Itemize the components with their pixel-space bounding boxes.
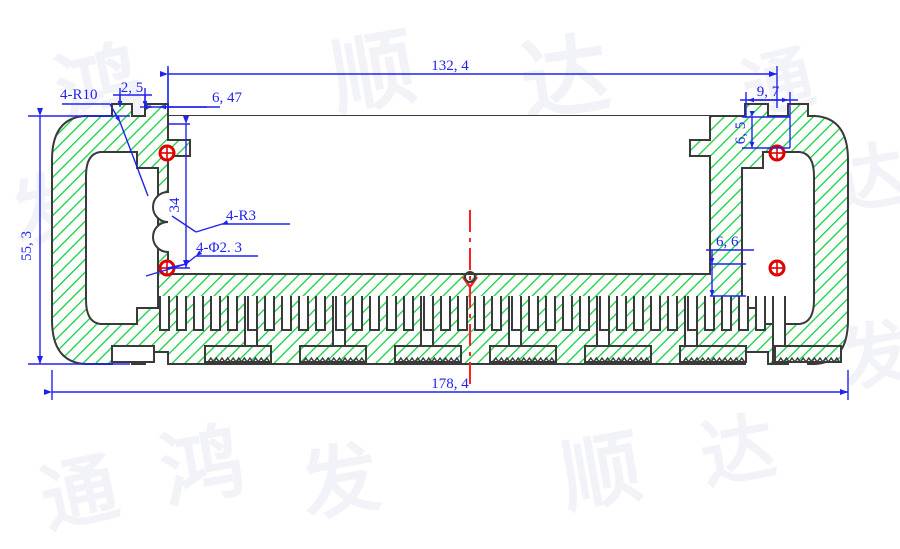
dim-edge-offset-label: 6, 47 [212, 90, 243, 106]
callout-leaders [62, 103, 290, 277]
screw-hole [768, 144, 786, 162]
dim-slot-width-label: 2, 5 [121, 80, 144, 96]
fin-slot [159, 296, 170, 331]
fin-slot [704, 296, 715, 331]
fin-array [111, 296, 842, 365]
fin-slot [264, 296, 275, 331]
fin-slot [687, 296, 698, 331]
fin-slot [562, 296, 573, 331]
fin-slot [403, 296, 414, 331]
fin-slot [491, 296, 502, 331]
fin-slot [352, 296, 363, 331]
rail-foot [774, 345, 842, 364]
rail-foot [299, 345, 367, 364]
fin-slot [579, 296, 590, 331]
drawing-canvas: 鸿顺达通鸿发顺达发鸿发顺达通发 [3, 17, 900, 545]
fin-slot [511, 296, 522, 331]
fin-slot [599, 296, 610, 331]
fin-slot [315, 296, 326, 331]
rail-foot-serration [777, 356, 841, 364]
fin-slot [457, 296, 468, 331]
fin-slot [386, 296, 397, 331]
screw-hole [768, 259, 786, 277]
rail-foot [679, 345, 747, 364]
rail-foot [204, 345, 272, 364]
fin-slot [721, 296, 732, 331]
rail-foot-serration [587, 356, 651, 364]
callout-groove-radius-label: 4-R3 [226, 208, 256, 224]
fin-slot [176, 296, 187, 331]
dimension-text-layer: 132, 4 178, 4 55, 3 2, 5 6, 47 34 9, 7 6… [19, 58, 780, 392]
dim-top-right-height-label: 6, 5 [733, 122, 749, 145]
dim-inner-width-label: 132, 4 [431, 58, 469, 74]
rail-foot-serration [492, 356, 556, 364]
fin-slot [335, 296, 346, 331]
fin-slot [440, 296, 451, 331]
fin-slot [247, 296, 258, 331]
fin-slot [755, 296, 766, 331]
end-stub-foot [111, 345, 155, 363]
fin-slot [298, 296, 309, 331]
inner-open-channel [153, 116, 710, 274]
fin-slot [227, 296, 238, 331]
fin-slot [210, 296, 221, 331]
left-cavity [85, 151, 159, 325]
fin-slot [193, 296, 204, 331]
fin-slot [616, 296, 627, 331]
fin-slot [633, 296, 644, 331]
fin-slot [474, 296, 485, 331]
dim-overall-height-label: 55, 3 [19, 231, 35, 261]
fin-slot [667, 296, 678, 331]
dimension-layer [28, 66, 849, 400]
fin-slot [423, 296, 434, 331]
screw-hole [158, 144, 176, 162]
technical-drawing-svg: 132, 4 178, 4 55, 3 2, 5 6, 47 34 9, 7 6… [19, 58, 849, 400]
dim-top-right-width-label: 9, 7 [757, 84, 780, 100]
fin-slot [281, 296, 292, 331]
rail-foot [489, 345, 557, 364]
fin-slot [738, 296, 749, 331]
dim-overall-width-label: 178, 4 [431, 376, 469, 392]
callout-corner-radius-label: 4-R10 [60, 87, 98, 103]
dim-rail-height-label: 34 [167, 197, 183, 213]
fin-slot [545, 296, 556, 331]
rail-foot-serration [682, 356, 746, 364]
fin-slot [528, 296, 539, 331]
dim-bottom-right-gap-label: 6, 6 [716, 234, 739, 250]
fin-slot [650, 296, 661, 331]
rail-foot [394, 345, 462, 364]
centerline [462, 210, 478, 390]
rail-foot-serration [397, 356, 461, 364]
rail-foot-serration [207, 356, 271, 364]
rail-foot-serration [302, 356, 366, 364]
inner-channel-outline [152, 116, 711, 275]
fin-slot [369, 296, 380, 331]
rail-foot [584, 345, 652, 364]
callout-screw-boss-label: 4-Φ2. 3 [196, 240, 242, 256]
